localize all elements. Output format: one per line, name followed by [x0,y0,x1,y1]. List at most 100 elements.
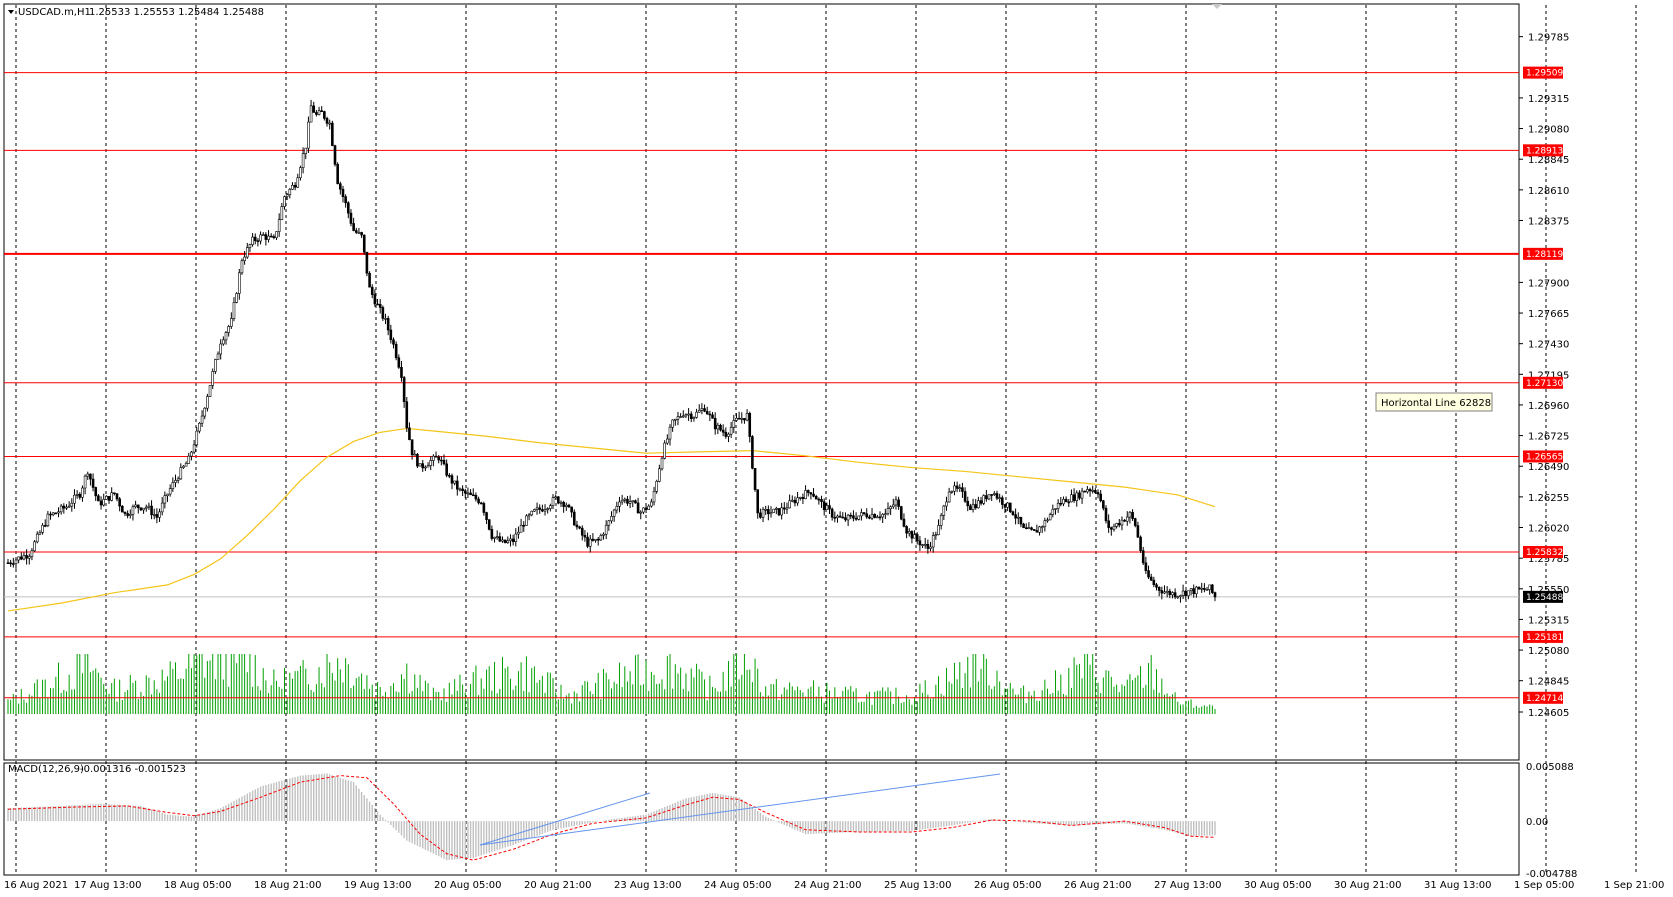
candle-body [78,493,82,498]
candle-body [394,343,398,359]
candle-body [602,533,605,536]
candle-body [1064,498,1068,503]
candle-body [910,531,914,539]
candle-body [432,455,435,461]
candle-body [301,153,305,168]
candle-body [458,488,462,491]
candle-body [820,499,823,502]
candle-body [1171,592,1174,596]
level-tag-bg-5 [1523,546,1563,559]
price-tick-9: 1.27195 [1528,370,1569,381]
candle-body [1080,490,1084,499]
candle-body [748,412,752,437]
candle-body [192,444,196,453]
time-label-4: 19 Aug 13:00 [344,880,411,891]
candle-body [445,463,448,476]
candle-body [240,260,244,274]
price-tick-7: 1.27665 [1528,309,1569,320]
candle-body [1176,596,1180,598]
candle-body [174,480,177,483]
candle-body [115,493,119,500]
candle-body [918,540,922,546]
candle-body [70,502,74,507]
candle-body [1027,527,1031,530]
candle-body [796,497,799,504]
candle-body [636,502,640,514]
candle-body [49,513,52,516]
candle-body [915,534,919,542]
candle-body [586,536,589,547]
candle-body [110,492,113,501]
candle-body [708,413,712,416]
candle-body [963,491,967,502]
candle-body [977,500,980,509]
trendline-2[interactable] [479,773,1001,846]
time-label-17: 1 Sep 05:00 [1514,880,1574,891]
candles [6,99,1217,603]
candle-body [453,480,456,484]
candle-body [418,463,422,467]
price-tick-20: 1.24605 [1528,708,1569,719]
candle-body [309,105,313,123]
candle-body [206,396,209,409]
candle-body [35,533,39,543]
shift-marker-icon[interactable] [1212,4,1222,9]
price-tick-14: 1.26020 [1528,524,1569,535]
candle-body [596,538,600,541]
candle-body [501,539,504,542]
candle-body [559,501,563,504]
candle-body [9,562,12,565]
candle-body [1136,525,1140,538]
candle-body [54,512,58,515]
candle-body [1107,520,1110,528]
level-tag-bg-1 [1523,144,1563,157]
candle-body [993,493,996,495]
price-tick-15: 1.25785 [1528,554,1569,565]
candle-body [14,559,18,565]
level-tag-bg-3 [1523,376,1563,389]
candle-body [38,532,42,535]
candle-body [397,357,401,368]
candle-body [567,504,571,508]
level-tag-1: 1.28913 [1526,146,1563,156]
candle-body [761,509,765,518]
candle-body [1075,492,1079,501]
level-tag-bg-7 [1523,691,1563,704]
time-label-2: 18 Aug 05:00 [164,880,231,891]
candle-body [424,466,427,469]
candle-body [261,234,265,236]
candle-body [147,505,151,508]
candle-body [27,556,31,559]
price-tick-19: 1.24845 [1528,677,1569,688]
price-tick-17: 1.25315 [1528,615,1569,626]
candle-body [456,480,459,490]
macd-frame [3,762,1520,876]
candle-body [1030,527,1033,530]
candle-body [1133,518,1137,526]
menu-triangle-icon[interactable] [8,10,14,14]
candle-body [886,508,890,515]
candle-body [615,506,619,511]
candle-body [1211,584,1214,593]
candle-body [506,540,510,543]
candle-body [216,353,220,360]
candle-body [86,473,90,477]
candle-body [1157,586,1161,591]
trendline-1[interactable] [479,792,651,846]
candle-body [256,240,260,242]
candle-body [594,538,597,541]
price-tick-3: 1.28845 [1528,155,1569,166]
level-tag-3: 1.27130 [1526,379,1563,389]
horizontal-levels[interactable] [4,72,1519,699]
candle-body [751,436,754,469]
candle-body [955,485,959,489]
candle-body [224,332,228,341]
chart-symbol: USDCAD.m,H1 [18,7,91,18]
candle-body [517,531,520,535]
candle-body [448,474,451,477]
candle-body [780,507,783,516]
candle-body [75,493,79,496]
candle-body [1125,516,1129,522]
candle-body [1195,586,1198,595]
